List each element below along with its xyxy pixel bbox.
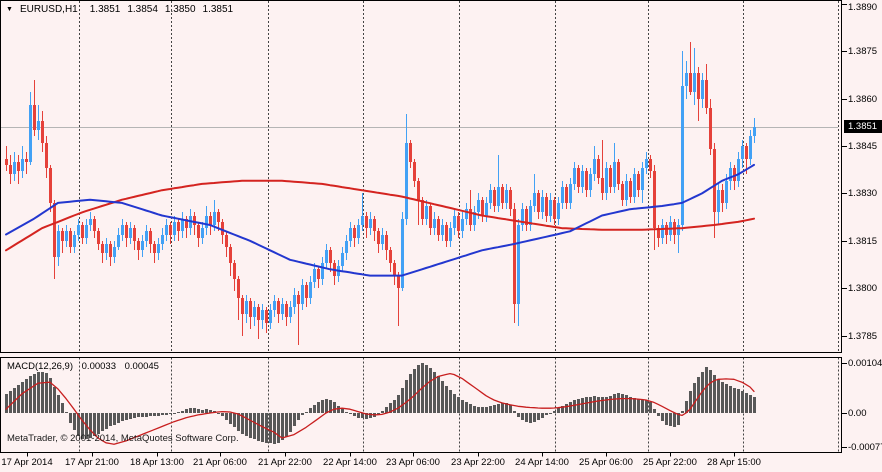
time-tick-label: 17 Apr 2014 [1, 457, 53, 468]
macd-tick-label: 0.00 [848, 408, 867, 419]
macd-tick-label: -0.00077 [848, 442, 882, 453]
price-tick-label: 1.3845 [848, 141, 878, 152]
current-price-badge: 1.3851 [844, 120, 882, 133]
time-tick-label: 23 Apr 22:00 [451, 457, 505, 468]
quote-open: 1.3851 [89, 4, 121, 15]
time-tick-label: 25 Apr 22:00 [643, 457, 697, 468]
price-tick-label: 1.3875 [848, 46, 878, 57]
price-tick-label: 1.3785 [848, 331, 878, 342]
macd-tick-label: 0.00104 [848, 358, 882, 369]
time-tick-label: 28 Apr 15:00 [707, 457, 761, 468]
price-tick-label: 1.3815 [848, 236, 878, 247]
time-tick-label: 22 Apr 14:00 [323, 457, 377, 468]
macd-name: MACD(12,26,9) [7, 361, 73, 372]
copyright-text: MetaTrader, © 2001-2014, MetaQuotes Soft… [7, 433, 239, 444]
time-tick-label: 17 Apr 21:00 [65, 457, 119, 468]
symbol-dropdown-icon[interactable]: ▼ [6, 6, 13, 13]
time-axis[interactable]: 17 Apr 2014 17 Apr 21:00 18 Apr 13:00 21 Ap… [0, 452, 842, 472]
time-tick-label: 24 Apr 14:00 [515, 457, 569, 468]
macd-signal-value: 0.00045 [124, 361, 159, 372]
price-tick-label: 1.3800 [848, 283, 878, 294]
symbol-period-label: EURUSD,H1 [19, 4, 78, 15]
chart-title: ▼ EURUSD,H1 1.3851 1.3854 1.3850 1.3851 [6, 4, 240, 15]
macd-indicator-label: MACD(12,26,9) 0.00033 0.00045 [7, 361, 165, 372]
quote-close: 1.3851 [202, 4, 234, 15]
time-tick-label: 25 Apr 06:00 [579, 457, 633, 468]
time-tick-label: 23 Apr 06:00 [386, 457, 440, 468]
quote-low: 1.3850 [164, 4, 196, 15]
price-tick-label: 1.3860 [848, 94, 878, 105]
price-tick-label: 1.3830 [848, 188, 878, 199]
quote-high: 1.3854 [127, 4, 158, 15]
time-tick-label: 18 Apr 13:00 [130, 457, 184, 468]
macd-main-value: 0.00033 [81, 361, 116, 372]
time-tick-label: 21 Apr 22:00 [258, 457, 312, 468]
time-tick-label: 21 Apr 06:00 [193, 457, 247, 468]
price-axis[interactable]: 1.3890 1.3875 1.3860 1.3845 1.3830 1.3815 1.38… [842, 0, 882, 453]
price-tick-label: 1.3890 [848, 2, 878, 13]
